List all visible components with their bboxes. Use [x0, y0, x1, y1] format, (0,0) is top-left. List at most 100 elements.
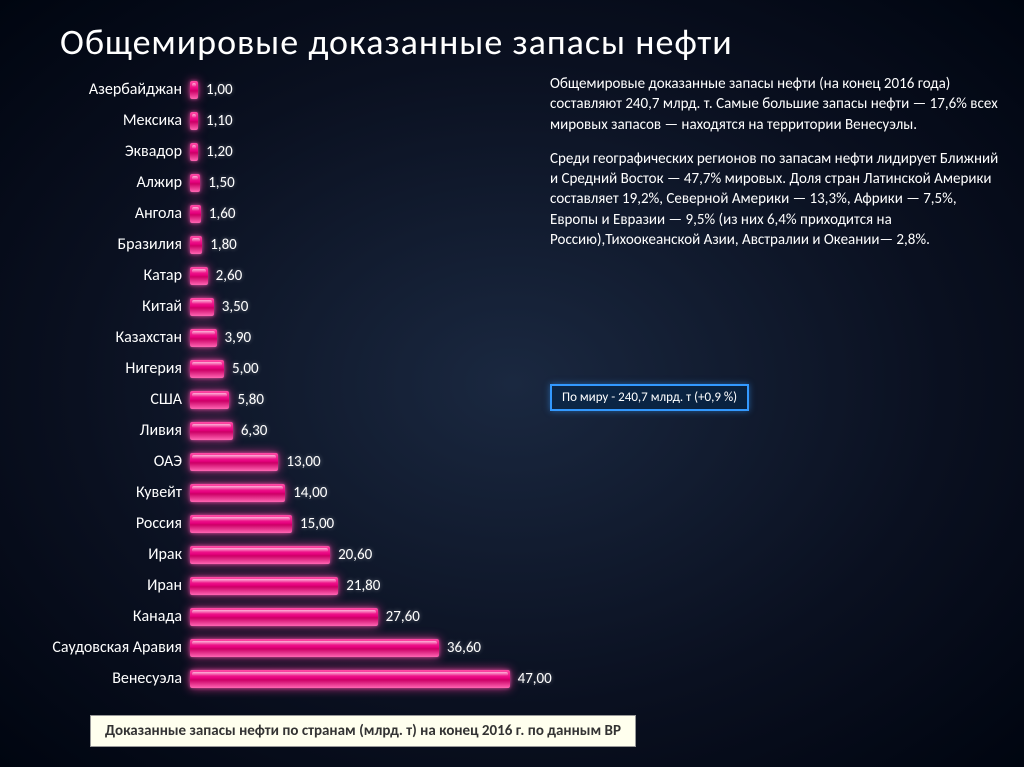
paragraph-1: Общемировые доказанные запасы нефти (на …	[550, 74, 1004, 135]
bar-container: 27,60	[190, 606, 530, 628]
country-label: Венесуэла	[20, 669, 190, 688]
value-label: 14,00	[293, 484, 327, 502]
bar-container: 1,10	[190, 110, 530, 132]
value-label: 3,50	[222, 298, 249, 316]
country-label: Алжир	[20, 173, 190, 192]
country-label: Канада	[20, 607, 190, 626]
value-label: 1,00	[206, 81, 233, 99]
value-label: 13,00	[286, 453, 320, 471]
bar-container: 21,80	[190, 575, 530, 597]
bar-container: 1,20	[190, 141, 530, 163]
bar-container: 1,00	[190, 79, 530, 101]
bar-row: Ирак 20,60	[20, 539, 530, 570]
country-label: Нигерия	[20, 359, 190, 378]
country-label: Кувейт	[20, 483, 190, 502]
value-label: 1,10	[206, 112, 233, 130]
bar-row: Иран 21,80	[20, 570, 530, 601]
bar-row: США 5,80	[20, 384, 530, 415]
world-total-box: По миру - 240,7 млрд. т (+0,9 %)	[550, 384, 749, 411]
bar	[190, 484, 285, 502]
chart-title: Общемировые доказанные запасы нефти	[0, 0, 1024, 74]
country-label: Эквадор	[20, 142, 190, 161]
bar-row: Китай 3,50	[20, 291, 530, 322]
content-wrapper: Азербайджан 1,00 Мексика 1,10 Эквадор 1,20 Алж…	[0, 74, 1024, 694]
bar-container: 2,60	[190, 265, 530, 287]
country-label: Ливия	[20, 421, 190, 440]
bar-row: Венесуэла47,00	[20, 663, 530, 694]
country-label: Бразилия	[20, 235, 190, 254]
value-label: 27,60	[386, 608, 420, 626]
bar-container: 1,50	[190, 172, 530, 194]
bar-row: Алжир 1,50	[20, 167, 530, 198]
bar-container: 3,50	[190, 296, 530, 318]
value-label: 5,00	[232, 360, 259, 378]
bar-container: 1,60	[190, 203, 530, 225]
bar-row: Россия 15,00	[20, 508, 530, 539]
bar-row: Ангола 1,60	[20, 198, 530, 229]
bar-row: Азербайджан 1,00	[20, 74, 530, 105]
bar-container: 47,00	[190, 668, 552, 690]
value-label: 1,20	[206, 143, 233, 161]
bar	[190, 422, 233, 440]
bar	[190, 639, 439, 657]
country-label: Китай	[20, 297, 190, 316]
country-label: Иран	[20, 576, 190, 595]
country-label: Ирак	[20, 545, 190, 564]
bar	[190, 174, 200, 192]
country-label: Саудовская Аравия	[20, 638, 190, 657]
bar	[190, 453, 278, 471]
country-label: Россия	[20, 514, 190, 533]
bar-row: Эквадор 1,20	[20, 136, 530, 167]
bar-container: 5,80	[190, 389, 530, 411]
bar-row: Катар2,60	[20, 260, 530, 291]
bar	[190, 112, 198, 130]
paragraph-2: Среди географических регионов по запасам…	[550, 149, 1004, 250]
footer-caption: Доказанные запасы нефти по странам (млрд…	[90, 715, 636, 747]
bar-container: 13,00	[190, 451, 530, 473]
bar-row: Мексика 1,10	[20, 105, 530, 136]
bar	[190, 360, 224, 378]
value-label: 2,60	[216, 267, 243, 285]
bar-container: 20,60	[190, 544, 530, 566]
bar-row: Казахстан 3,90	[20, 322, 530, 353]
value-label: 15,00	[300, 515, 334, 533]
bar-container: 3,90	[190, 327, 530, 349]
bar	[190, 391, 229, 409]
bar-container: 15,00	[190, 513, 530, 535]
country-label: Азербайджан	[20, 80, 190, 99]
value-label: 3,90	[225, 329, 252, 347]
value-label: 5,80	[237, 391, 264, 409]
bar	[190, 236, 202, 254]
bar-row: Канада 27,60	[20, 601, 530, 632]
bar	[190, 143, 198, 161]
value-label: 47,00	[518, 670, 552, 688]
value-label: 6,30	[241, 422, 268, 440]
bar-container: 6,30	[190, 420, 530, 442]
description-panel: Общемировые доказанные запасы нефти (на …	[530, 74, 1004, 694]
bar	[190, 81, 198, 99]
bar-row: ОАЭ 13,00	[20, 446, 530, 477]
value-label: 1,80	[210, 236, 237, 254]
value-label: 1,60	[209, 205, 236, 223]
value-label: 20,60	[338, 546, 372, 564]
bar	[190, 329, 217, 347]
country-label: Казахстан	[20, 328, 190, 347]
bar-row: Бразилия 1,80	[20, 229, 530, 260]
country-label: ОАЭ	[20, 452, 190, 471]
bar	[190, 267, 208, 285]
bar-container: 14,00	[190, 482, 530, 504]
bar	[190, 515, 292, 533]
bar	[190, 546, 330, 564]
bar-container: 1,80	[190, 234, 530, 256]
country-label: Ангола	[20, 204, 190, 223]
bar	[190, 298, 214, 316]
country-label: Мексика	[20, 111, 190, 130]
value-label: 1,50	[208, 174, 235, 192]
country-label: США	[20, 390, 190, 409]
value-label: 21,80	[346, 577, 380, 595]
bar-row: Саудовская Аравия36,60	[20, 632, 530, 663]
bar	[190, 577, 338, 595]
bar	[190, 608, 378, 626]
bar-row: Нигерия 5,00	[20, 353, 530, 384]
bar	[190, 205, 201, 223]
